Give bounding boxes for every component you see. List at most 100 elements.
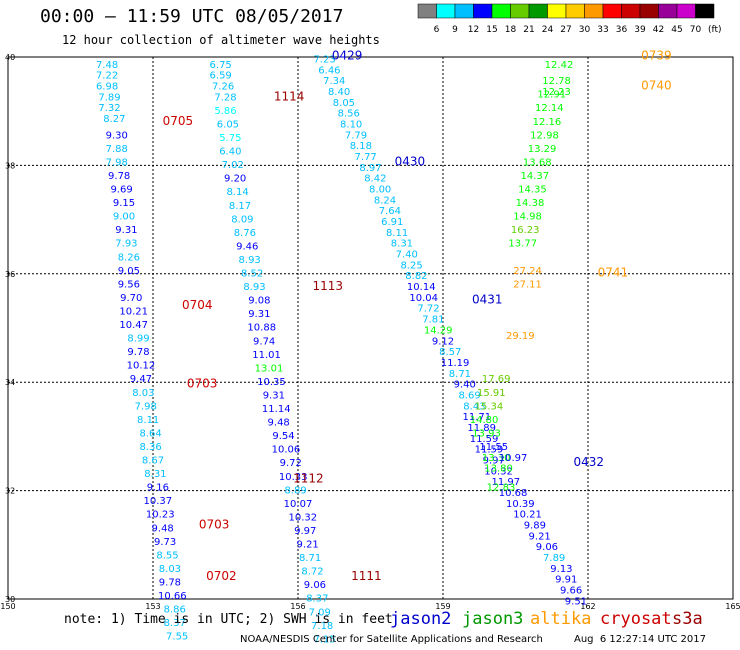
swh-value-s3a: 9.74 (253, 336, 275, 347)
swh-value-s3a: 8.17 (229, 201, 251, 212)
swh-value-s3a: 6.40 (219, 147, 241, 158)
swh-value-s3a: 8.52 (241, 269, 263, 280)
swh-value-jason3: 15.91 (477, 388, 506, 399)
pass-time-label: 0430 (395, 154, 426, 168)
pass-time-label: 1113 (313, 279, 344, 293)
swh-value-s3a: 5.86 (214, 106, 236, 117)
swh-value-jason3: 16.23 (511, 225, 540, 236)
footer-note: note: 1) Time is in UTC; 2) SWH is in fe… (64, 612, 393, 627)
swh-value-jason2: 8.24 (374, 195, 396, 206)
pass-time-label: 1112 (293, 471, 324, 485)
colorbar-swatch (695, 3, 715, 19)
colorbar-tick-label: 21 (523, 25, 534, 35)
swh-value-cryosat: 8.67 (142, 456, 164, 467)
swh-value-jason2: 8.57 (439, 347, 461, 358)
swh-value-cryosat: 7.32 (98, 103, 120, 114)
swh-value-cryosat: 9.78 (159, 577, 181, 588)
swh-value-s3a: 8.72 (301, 567, 323, 578)
swh-value-s3a: 6.05 (217, 119, 239, 130)
swh-value-s3a: 7.02 (222, 160, 244, 171)
chart-title: 00:00 — 11:59 UTC 08/05/2017 (40, 6, 344, 27)
swh-value-s3a: 8.37 (306, 594, 328, 605)
swh-value-jason2: 10.32 (484, 466, 513, 477)
swh-value-jason2: 8.56 (338, 109, 360, 120)
swh-value-jason2: 7.72 (417, 304, 439, 315)
swh-value-cryosat: 8.31 (144, 469, 166, 480)
pass-time-label: 0432 (574, 455, 605, 469)
swh-value-cryosat: 6.98 (96, 82, 118, 93)
swh-value-cryosat: 9.15 (113, 198, 135, 209)
colorbar-tick-label: 36 (616, 25, 628, 35)
swh-value-s3a: 8.93 (243, 282, 265, 293)
plot-frame (7, 56, 734, 600)
satellite-legend-jason3: jason3 (462, 609, 524, 629)
swh-value-cryosat: 9.30 (106, 130, 128, 141)
swh-value-altika: 12.42 (545, 60, 574, 71)
swh-value-jason3: 14.37 (521, 171, 550, 182)
swh-value-cryosat: 10.37 (144, 496, 173, 507)
pass-time-label: 0739 (641, 49, 672, 63)
colorbar-tick-label: 33 (597, 25, 608, 35)
swh-value-cryosat: 7.98 (106, 157, 128, 168)
swh-value-jason3: 14.38 (516, 198, 545, 209)
swh-value-jason3: 13.77 (508, 239, 537, 250)
swh-value-cryosat: 7.98 (135, 401, 157, 412)
swh-value-jason2: 11.89 (467, 423, 496, 434)
satellite-legend-altika: altika (530, 609, 592, 629)
swh-value-jason2: 8.40 (328, 87, 350, 98)
swh-value-s3a: 9.54 (272, 431, 294, 442)
swh-value-jason3: 12.14 (535, 103, 564, 114)
swh-value-s3a: 7.09 (309, 607, 331, 618)
swh-value-cryosat: 9.78 (127, 347, 149, 358)
swh-value-jason2: 8.05 (333, 98, 355, 109)
swh-value-jason2: 9.51 (565, 596, 587, 607)
swh-value-cryosat: 7.88 (106, 144, 128, 155)
swh-value-cryosat: 9.73 (154, 537, 176, 548)
colorbar-tick-label: 6 (434, 25, 440, 35)
footer-credit: NOAA/NESDIS Center for Satellite Applica… (240, 634, 543, 645)
pass-time-label: 0741 (598, 266, 629, 280)
swh-value-cryosat: 10.12 (127, 361, 156, 372)
y-tick-label: 30 (5, 595, 15, 604)
pass-time-label: 0431 (472, 293, 503, 307)
swh-value-jason2: 8.69 (458, 390, 480, 401)
swh-value-cryosat: 10.21 (119, 306, 148, 317)
swh-value-jason2: 8.43 (463, 401, 485, 412)
pass-time-label: 1114 (274, 89, 305, 103)
swh-value-s3a: 9.21 (297, 540, 319, 551)
swh-value-jason2: 9.97 (483, 456, 505, 467)
swh-value-s3a: 7.15 (313, 634, 335, 645)
swh-value-s3a: 6.75 (210, 60, 232, 71)
colorbar-tick-label: 30 (579, 25, 591, 35)
swh-value-cryosat: 8.03 (132, 388, 154, 399)
swh-value-altika: 12.23 (542, 87, 571, 98)
x-tick-label: 156 (290, 602, 305, 611)
swh-value-jason2: 8.82 (405, 271, 427, 282)
swh-value-jason3: 14.98 (513, 212, 542, 223)
swh-value-s3a: 10.88 (247, 323, 276, 334)
swh-value-jason3: 12.98 (530, 130, 559, 141)
swh-value-s3a: 8.71 (299, 553, 321, 564)
swh-value-s3a: 7.18 (311, 621, 333, 632)
swh-value-s3a: 13.01 (255, 363, 284, 374)
swh-value-cryosat: 7.48 (96, 60, 118, 71)
swh-value-jason2: 7.34 (323, 76, 345, 87)
swh-value-jason3: 13.68 (523, 157, 552, 168)
swh-value-s3a: 7.28 (214, 92, 236, 103)
swh-value-s3a: 10.07 (284, 499, 313, 510)
swh-value-cryosat: 8.26 (118, 252, 140, 263)
swh-value-cryosat: 7.55 (166, 632, 188, 643)
swh-value-s3a: 9.20 (224, 174, 246, 185)
swh-value-cryosat: 7.89 (98, 92, 120, 103)
swh-value-jason2: 8.97 (359, 163, 381, 174)
swh-value-jason2: 9.66 (560, 586, 582, 597)
swh-value-jason2: 11.59 (475, 445, 504, 456)
swh-value-cryosat: 9.69 (110, 185, 132, 196)
footer-timestamp: Aug 6 12:27:14 UTC 2017 (574, 634, 706, 645)
swh-value-jason2: 8.71 (449, 369, 471, 380)
x-tick-label: 159 (435, 602, 450, 611)
swh-value-jason3: 13.29 (528, 144, 557, 155)
swh-value-jason3: 12.91 (537, 90, 566, 101)
y-tick-label: 36 (5, 270, 15, 279)
swh-value-s3a: 8.14 (226, 187, 248, 198)
